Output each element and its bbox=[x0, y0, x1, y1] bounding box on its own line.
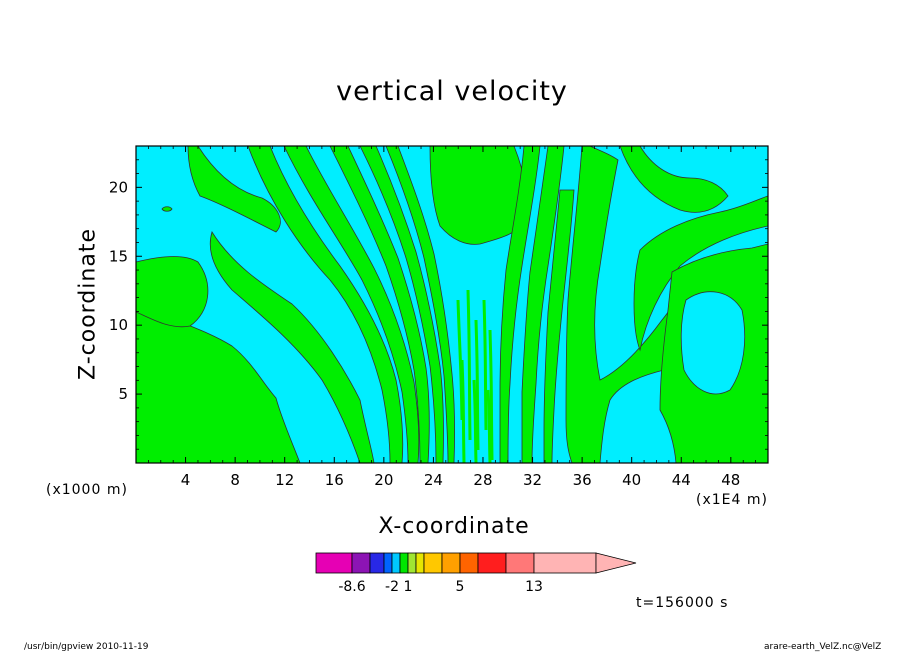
colorbar-segment bbox=[351, 552, 371, 574]
colorbar-segment bbox=[369, 552, 385, 574]
footer-left: /usr/bin/gpview 2010-11-19 bbox=[24, 642, 149, 652]
positive-velocity-filament bbox=[488, 329, 494, 461]
footer-right: arare-earth_VelZ.nc@VelZ bbox=[764, 642, 882, 652]
positive-velocity-region bbox=[359, 146, 444, 463]
colorbar-label: 1 bbox=[404, 579, 413, 595]
positive-velocity-region bbox=[633, 195, 768, 352]
y-tick-label: 20 bbox=[109, 178, 128, 196]
colorbar: -8.6 -2 1 5 13 bbox=[315, 552, 637, 595]
chart-title: vertical velocity bbox=[336, 76, 568, 107]
colorbar-segment bbox=[391, 552, 401, 574]
z-unit-label: (x1000 m) bbox=[46, 482, 128, 498]
time-label: t=156000 s bbox=[636, 595, 729, 611]
positive-velocity-filament bbox=[472, 379, 478, 463]
colorbar-extend-arrow bbox=[595, 552, 637, 574]
positive-velocity-region bbox=[136, 256, 209, 328]
positive-velocity-filament bbox=[460, 359, 466, 463]
x-tick-label: 36 bbox=[573, 471, 592, 489]
positive-velocity-region bbox=[619, 146, 729, 213]
x-tick-label: 8 bbox=[230, 471, 240, 489]
positive-velocity-filament bbox=[486, 389, 492, 463]
x-unit-label: (x1E4 m) bbox=[696, 492, 768, 508]
colorbar-segment bbox=[423, 552, 443, 574]
colorbar-segment bbox=[399, 552, 409, 574]
colorbar-label: -2 bbox=[385, 579, 399, 595]
colorbar-label: 13 bbox=[525, 579, 543, 595]
y-tick-label: 15 bbox=[109, 247, 128, 265]
positive-velocity-filament bbox=[482, 299, 488, 431]
positive-velocity-region bbox=[209, 231, 375, 463]
colorbar-label: 5 bbox=[456, 579, 465, 595]
x-tick-label: 44 bbox=[672, 471, 691, 489]
x-tick-label: 32 bbox=[523, 471, 542, 489]
positive-velocity-filament bbox=[474, 319, 480, 451]
colorbar-segment bbox=[383, 552, 393, 574]
colorbar-segment bbox=[315, 552, 353, 574]
positive-velocity-region bbox=[247, 146, 404, 463]
colorbar-segment bbox=[407, 552, 417, 574]
x-tick-label: 12 bbox=[275, 471, 294, 489]
y-tick-label: 5 bbox=[118, 385, 128, 403]
x-tick-label: 16 bbox=[325, 471, 344, 489]
y-tick-label: 10 bbox=[109, 316, 128, 334]
colorbar-segment bbox=[477, 552, 507, 574]
positive-velocity-filament bbox=[466, 289, 472, 441]
x-tick-label: 48 bbox=[721, 471, 740, 489]
positive-velocity-region bbox=[187, 146, 281, 233]
positive-velocity-region bbox=[499, 146, 541, 463]
x-tick-label: 20 bbox=[374, 471, 393, 489]
colorbar-label: -8.6 bbox=[338, 579, 365, 595]
colorbar-segment bbox=[505, 552, 535, 574]
positive-velocity-region bbox=[521, 146, 565, 463]
y-axis-label: Z-coordinate bbox=[75, 228, 101, 380]
negative-velocity-region bbox=[680, 291, 746, 395]
plot-frame bbox=[135, 145, 769, 464]
positive-velocity-region bbox=[543, 189, 575, 463]
x-tick-label: 40 bbox=[622, 471, 641, 489]
positive-velocity-filament bbox=[456, 299, 464, 421]
colorbar-segment bbox=[459, 552, 479, 574]
positive-velocity-region bbox=[161, 206, 173, 212]
x-tick-label: 24 bbox=[424, 471, 443, 489]
colorbar-segment bbox=[415, 552, 425, 574]
x-axis-label: X-coordinate bbox=[378, 514, 530, 539]
x-tick-label: 4 bbox=[181, 471, 191, 489]
x-tick-label: 28 bbox=[473, 471, 492, 489]
velocity-field bbox=[136, 146, 768, 463]
colorbar-segment bbox=[441, 552, 461, 574]
colorbar-segment bbox=[533, 552, 597, 574]
positive-velocity-region bbox=[329, 146, 430, 463]
